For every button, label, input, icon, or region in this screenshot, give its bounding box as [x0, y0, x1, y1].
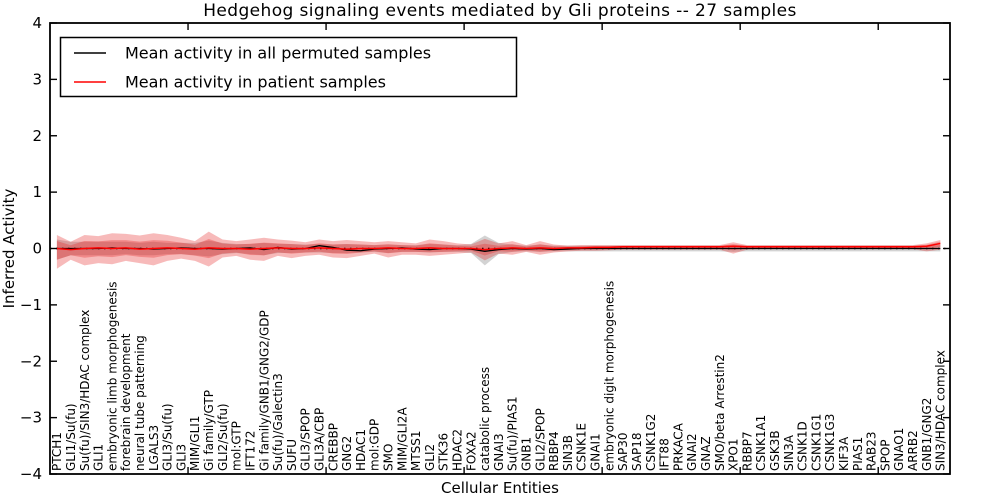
- legend-label-patient: Mean activity in patient samples: [125, 73, 386, 92]
- x-category-label: GNG2: [340, 436, 354, 471]
- x-category-label: Gi family/GNB1/GNG2/GDP: [257, 310, 271, 471]
- x-category-label: GLI2: [423, 444, 437, 471]
- x-category-label: CSNK1G1: [809, 414, 823, 471]
- legend-box: [59, 36, 518, 98]
- x-category-label: MIM/GLI1: [188, 416, 202, 471]
- x-category-label: GLI1/Su(fu): [64, 403, 78, 471]
- x-category-label: KIF3A: [837, 436, 851, 471]
- x-category-label: SMO/beta Arrestin2: [713, 354, 727, 471]
- x-category-label: LGALS3: [147, 425, 161, 471]
- x-category-label: GLI2/Su(fu): [216, 403, 230, 471]
- x-category-label: HDAC2: [451, 429, 465, 471]
- y-tick-label: 0: [32, 240, 42, 258]
- x-category-label: SMO: [381, 444, 395, 471]
- x-category-label: mol:GDP: [368, 419, 382, 471]
- x-category-label: Su(fu)/PIAS1: [506, 396, 520, 471]
- y-tick-label: 1: [32, 183, 42, 201]
- x-category-label: Su(fu)/SIN3/HDAC complex: [78, 310, 92, 471]
- x-category-label: SIN3A: [782, 434, 796, 471]
- x-category-label: STK36: [437, 433, 451, 471]
- x-category-label: embryonic digit morphogenesis: [602, 281, 616, 471]
- chart-title: Hedgehog signaling events mediated by Gl…: [203, 1, 797, 21]
- x-category-label: SIN3B: [561, 435, 575, 471]
- x-category-label: IFT172: [243, 431, 257, 471]
- x-category-label: GLI3/SPOP: [299, 408, 313, 471]
- x-category-label: GNAI3: [492, 433, 506, 471]
- x-category-label: GLI2/SPOP: [533, 408, 547, 471]
- x-category-label: GLI1: [92, 444, 106, 471]
- x-category-label: PIAS1: [851, 437, 865, 471]
- x-axis-label: Cellular Entities: [441, 479, 559, 497]
- plot-frame: [49, 22, 951, 475]
- x-category-label: RBBP7: [740, 431, 754, 471]
- x-category-label: neural tube patterning: [133, 335, 147, 471]
- x-category-label: CSNK1G3: [823, 414, 837, 471]
- y-tick-label: 3: [32, 70, 42, 88]
- x-category-label: GNB1/GNG2: [920, 398, 934, 471]
- x-category-label: CSNK1E: [575, 423, 589, 471]
- y-tick-label: −3: [20, 409, 42, 427]
- x-category-label: HDAC1: [354, 429, 368, 471]
- x-category-label: GLI3A/CBP: [312, 408, 326, 471]
- x-category-label: CREBBP: [326, 423, 340, 471]
- x-category-label: GNAI1: [589, 433, 603, 471]
- x-category-label: mol:GTP: [230, 421, 244, 471]
- x-category-label: Gi family/GTP: [202, 390, 216, 471]
- x-category-label: SIN3/HDAC complex: [934, 350, 948, 471]
- plot-layers: 4 3 2 1 0 −1 −2 −3 −4 PTCH1 GLI1/Su(fu) Su(fu)/SIN3…: [20, 14, 950, 483]
- x-category-label: SUFU: [285, 439, 299, 471]
- x-category-label: SPOP: [878, 439, 892, 471]
- x-category-label: IFT88: [658, 438, 672, 471]
- legend-label-permuted: Mean activity in all permuted samples: [125, 44, 431, 63]
- y-tick-label: −4: [20, 465, 42, 483]
- x-category-label: RBBP4: [547, 431, 561, 471]
- y-tick-label: 4: [32, 14, 42, 32]
- permuted-std-band: [56, 235, 941, 266]
- x-category-label: ARRB2: [906, 430, 920, 471]
- x-category-label: GNAI2: [685, 433, 699, 471]
- x-category-label: GNAZ: [699, 436, 713, 471]
- x-category-label: SAP30: [616, 432, 630, 471]
- x-category-label: MIM/GLI2A: [395, 407, 409, 471]
- x-category-label: catabolic process: [478, 367, 492, 471]
- x-category-label: GLI3/Su(fu): [161, 403, 175, 471]
- y-tick-label: −2: [20, 352, 42, 370]
- x-category-label: MTSS1: [409, 430, 423, 471]
- y-axis-label: Inferred Activity: [0, 188, 18, 308]
- legend: Mean activity in all permuted samples Me…: [59, 36, 518, 98]
- y-tick-label: −1: [20, 296, 42, 314]
- patient-mean-line: [56, 242, 941, 251]
- x-category-label: embryonic limb morphogenesis: [105, 281, 119, 471]
- x-category-label: FOXA2: [464, 431, 478, 471]
- y-tick-label: 2: [32, 127, 42, 145]
- x-category-label: XPO1: [727, 438, 741, 471]
- x-category-label: GNAO1: [892, 428, 906, 471]
- x-category-label: GNB1: [520, 437, 534, 471]
- x-category-label: GLI3: [174, 444, 188, 471]
- x-category-label: RAB23: [865, 431, 879, 471]
- x-category-label: SAP18: [630, 432, 644, 471]
- x-category-label: CSNK1D: [796, 421, 810, 471]
- x-category-label: CSNK1A1: [754, 415, 768, 471]
- x-category-label: CSNK1G2: [644, 414, 658, 471]
- x-category-label: forebrain development: [119, 333, 133, 471]
- x-category-label: PRKACA: [671, 422, 685, 471]
- x-category-label: Su(fu)/Galectin3: [271, 373, 285, 471]
- x-category-label: PTCH1: [50, 432, 64, 471]
- x-category-label: GSK3B: [768, 430, 782, 471]
